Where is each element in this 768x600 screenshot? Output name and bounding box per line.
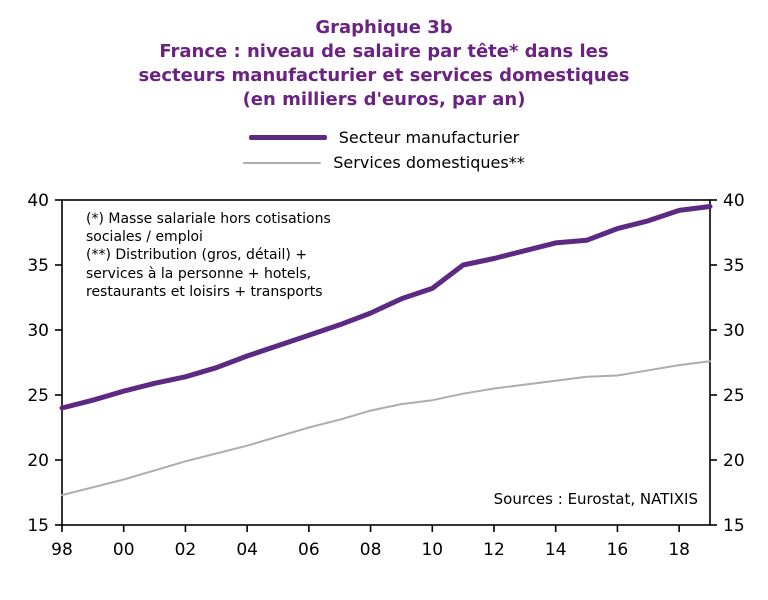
chart-title-line-4: (en milliers d'euros, par an) (242, 89, 526, 110)
svg-text:18: 18 (668, 540, 690, 560)
svg-text:12: 12 (483, 540, 505, 560)
svg-text:04: 04 (236, 540, 258, 560)
chart-title-block: Graphique 3b France : niveau de salaire … (0, 0, 768, 112)
svg-text:14: 14 (545, 540, 567, 560)
svg-text:15: 15 (27, 516, 49, 536)
legend-line-services-icon (243, 161, 322, 164)
svg-text:40: 40 (723, 191, 745, 211)
svg-text:20: 20 (723, 451, 745, 471)
svg-text:16: 16 (607, 540, 629, 560)
chart-title-line-2: France : niveau de salaire par tête* dan… (159, 41, 609, 62)
footnote-annotation: (*) Masse salariale hors cotisations soc… (86, 211, 331, 300)
chart-area: 15 15 20 20 25 25 30 30 35 35 40 40 98 00 02 04 06 08 10 12… (0, 190, 768, 572)
chart-legend: Secteur manufacturier Services domestiqu… (0, 128, 768, 172)
svg-text:08: 08 (360, 540, 382, 560)
svg-text:30: 30 (27, 321, 49, 341)
svg-text:40: 40 (27, 191, 49, 211)
legend-label-services: Services domestiques** (333, 153, 525, 172)
svg-text:35: 35 (27, 256, 49, 276)
legend-line-manufacturier-icon (248, 135, 327, 140)
svg-text:25: 25 (27, 386, 49, 406)
legend-label-manufacturier: Secteur manufacturier (338, 128, 520, 147)
svg-text:25: 25 (723, 386, 745, 406)
svg-text:10: 10 (421, 540, 443, 560)
svg-text:15: 15 (723, 516, 745, 536)
legend-item-manufacturier: Secteur manufacturier (248, 128, 520, 147)
svg-text:30: 30 (723, 321, 745, 341)
svg-text:00: 00 (113, 540, 135, 560)
svg-text:06: 06 (298, 540, 320, 560)
svg-text:98: 98 (51, 540, 73, 560)
svg-text:35: 35 (723, 256, 745, 276)
chart-title-line-3: secteurs manufacturier et services domes… (138, 65, 630, 86)
chart-title-line-1: Graphique 3b (315, 17, 453, 38)
salary-line-chart: 15 15 20 20 25 25 30 30 35 35 40 40 98 00 02 04 06 08 10 12… (27, 191, 745, 560)
legend-item-services: Services domestiques** (243, 153, 525, 172)
svg-text:20: 20 (27, 451, 49, 471)
svg-text:02: 02 (175, 540, 197, 560)
sources-label: Sources : Eurostat, NATIXIS (493, 490, 698, 508)
